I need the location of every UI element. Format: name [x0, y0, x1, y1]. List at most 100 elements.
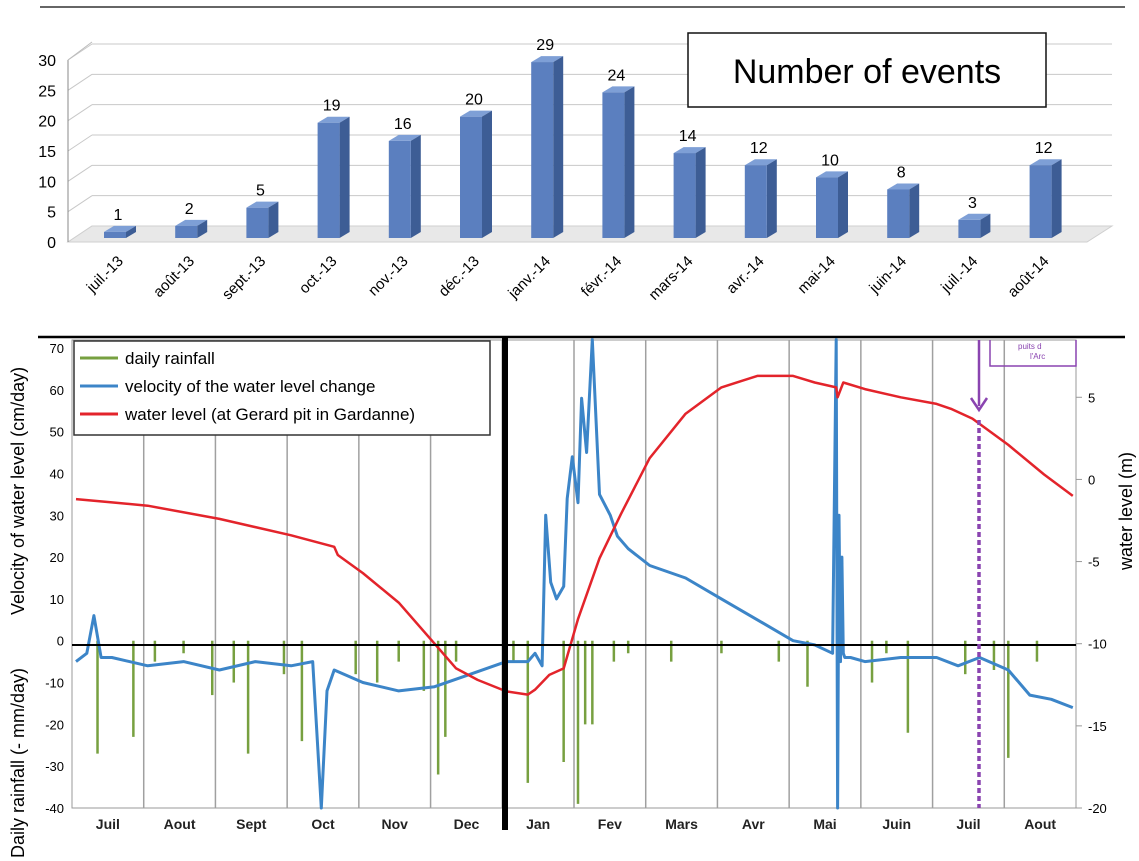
bar-front	[104, 231, 126, 238]
month-label: Juil	[96, 816, 120, 832]
bar-x-tick-label: juil.-13	[83, 253, 127, 297]
bar	[887, 183, 920, 238]
right-axis-label: water level (m)	[1116, 452, 1136, 571]
bar-grid-diag	[67, 104, 93, 122]
bar-x-tick-label: avr.-14	[723, 253, 767, 297]
left-tick-label: -30	[45, 759, 64, 774]
bar	[744, 159, 777, 238]
bar-top	[246, 201, 279, 208]
bar-value-label: 5	[256, 183, 265, 200]
left-tick-label: 60	[50, 383, 64, 398]
bar-y-tick-label: 15	[38, 144, 56, 161]
bar-top	[958, 213, 991, 220]
bar-top	[317, 116, 350, 123]
left-tick-label: 20	[50, 550, 64, 565]
bar-chart-y-axis-3d	[67, 41, 93, 61]
rainfall-series	[96, 640, 1039, 804]
month-axis-labels: Juil Aout Sept Oct Nov Dec Jan Fev Mars Avr Mai Jui…	[96, 816, 1057, 832]
bar-x-tick-label: oct.-13	[296, 253, 340, 297]
left-tick-label: 50	[50, 425, 64, 440]
bar-side	[482, 110, 492, 238]
bar-x-tick-label: juil.-14	[937, 253, 981, 297]
bar-chart-title: Number of events	[733, 53, 1001, 91]
bar-x-tick-label: mai-14	[794, 253, 838, 297]
left-tick-label: -40	[45, 801, 64, 816]
legend-label-velocity: velocity of the water level change	[125, 377, 375, 396]
left-axis-label-velocity: Velocity of water level (cm/day)	[8, 367, 28, 615]
bar	[246, 201, 279, 238]
left-tick-label: 70	[50, 341, 64, 356]
month-label: Nov	[381, 816, 408, 832]
bar-side	[695, 147, 706, 238]
bar-side	[410, 134, 421, 238]
left-tick-label: 40	[50, 466, 64, 481]
right-tick-label: -15	[1088, 719, 1107, 734]
bar	[816, 171, 848, 238]
bar-front	[887, 189, 910, 238]
right-axis-ticks: -20 -15 -10 -5 0 5	[1076, 390, 1107, 816]
bar-side	[838, 171, 848, 238]
right-tick-label: -20	[1088, 801, 1107, 816]
bar	[1029, 159, 1062, 238]
month-label: Avr	[742, 816, 765, 832]
bar-value-label: 2	[185, 201, 194, 218]
bar-side	[766, 159, 777, 238]
bar-side	[1051, 159, 1062, 238]
bar-grid-diag	[67, 164, 93, 182]
bar-front	[673, 153, 696, 238]
month-label: Juil	[956, 816, 980, 832]
bar-y-tick-label: 20	[38, 114, 56, 131]
legend: daily rainfall velocity of the water lev…	[73, 340, 491, 436]
bar-side	[624, 86, 635, 239]
bar-chart-x-labels: juil.-13 août-13 sept.-13 oct.-13 nov.-13 déc…	[83, 253, 1053, 304]
bar-value-label: 29	[536, 37, 554, 54]
annotation-box	[989, 340, 1077, 367]
bar-value-label: 16	[394, 116, 412, 133]
bar-value-label: 1	[114, 207, 123, 224]
bar-side	[339, 116, 350, 238]
bar-value-label: 3	[968, 195, 977, 212]
bar-grid-diag	[67, 134, 93, 152]
bar-x-tick-label: août-13	[150, 253, 198, 301]
bar-x-tick-label: févr.-14	[578, 253, 625, 300]
month-label: Dec	[454, 816, 480, 832]
bar	[317, 116, 350, 238]
bar-top	[175, 219, 208, 226]
bar-top	[887, 183, 920, 190]
bar-top	[816, 171, 848, 178]
bar-grid-diag	[67, 195, 93, 213]
bar-y-tick-label: 25	[38, 83, 56, 100]
legend-box	[73, 340, 491, 436]
month-label: Fev	[598, 816, 622, 832]
bar-front	[816, 177, 838, 238]
left-tick-label: 0	[57, 634, 64, 649]
bar-value-label: 12	[1035, 140, 1053, 157]
bar-side	[197, 219, 208, 238]
annotation-text-line1: puits d	[1018, 342, 1042, 351]
bar-x-tick-label: août-14	[1004, 253, 1052, 301]
bar-front	[744, 165, 767, 238]
bar-value-label: 8	[897, 164, 906, 181]
left-tick-label: 10	[50, 592, 64, 607]
bar-y-tick-label: 0	[47, 235, 56, 252]
bar-x-tick-label: janv.-14	[504, 253, 554, 303]
bar-top	[388, 134, 421, 141]
month-label: Juin	[882, 816, 911, 832]
bar-x-tick-label: déc.-13	[435, 253, 482, 300]
bar	[388, 134, 421, 238]
bar-value-label: 10	[821, 152, 839, 169]
left-axis-label-rainfall: Daily rainfall (- mm/day)	[8, 668, 28, 858]
bar-x-tick-label: nov.-13	[365, 253, 412, 300]
left-axis-ticks: -40 -30 -20 -10 0 10 20 30 40 50 60 70	[45, 341, 64, 816]
bar	[531, 56, 564, 238]
right-tick-label: 5	[1088, 390, 1095, 405]
bar-value-label: 20	[465, 92, 483, 109]
bar-front	[388, 140, 411, 238]
month-label: Jan	[526, 816, 550, 832]
bar-front	[175, 225, 198, 238]
bar-side	[553, 56, 564, 238]
right-tick-label: -10	[1088, 637, 1107, 652]
